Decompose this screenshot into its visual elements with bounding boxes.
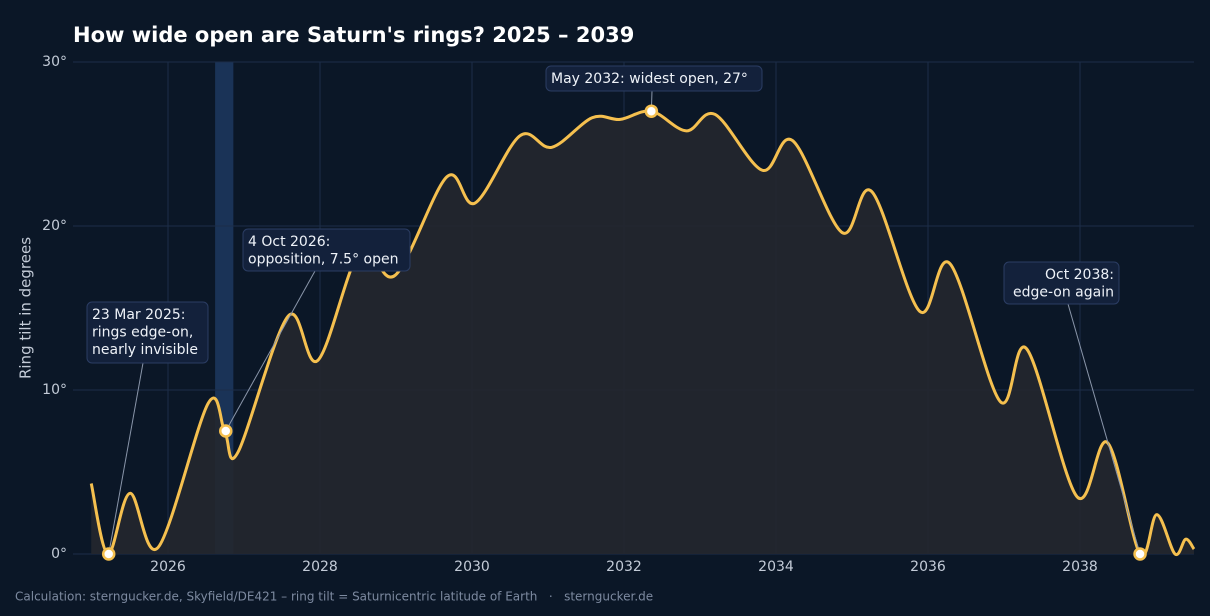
y-tick-label: 30° bbox=[42, 54, 67, 70]
x-tick-label: 2036 bbox=[910, 559, 946, 575]
area bbox=[91, 110, 1195, 556]
y-tick-label: 20° bbox=[42, 218, 67, 234]
highlight-point bbox=[644, 104, 659, 118]
annotation-text: 23 Mar 2025: bbox=[92, 307, 185, 323]
annotation-box bbox=[545, 65, 763, 92]
highlight-point bbox=[219, 424, 233, 438]
annotation-text: rings edge-on, bbox=[92, 325, 193, 341]
highlight-point bbox=[101, 547, 116, 561]
y-tick-label: 0° bbox=[51, 546, 67, 562]
annotation-box bbox=[86, 301, 209, 364]
annotation-connector bbox=[225, 270, 316, 432]
highlight-point bbox=[1133, 547, 1147, 561]
annotation-connector bbox=[108, 362, 144, 555]
line bbox=[89, 109, 1196, 558]
footer: Calculation: sterngucker.de, Skyfield/DE… bbox=[15, 590, 653, 604]
y-axis-label: Ring tilt in degrees bbox=[17, 237, 35, 379]
x-tick-label: 2038 bbox=[1062, 559, 1098, 575]
y-tick-label: 10° bbox=[42, 382, 67, 398]
annotation-text: nearly invisible bbox=[92, 342, 198, 358]
annotation-text: 4 Oct 2026: bbox=[248, 234, 330, 250]
annotation-text: Oct 2038: bbox=[1045, 267, 1114, 283]
x-tick-label: 2028 bbox=[302, 559, 338, 575]
annotation-box bbox=[1003, 261, 1120, 305]
annotation-box bbox=[242, 228, 411, 272]
annotation-text: opposition, 7.5° open bbox=[248, 252, 398, 268]
x-tick-label: 2030 bbox=[454, 559, 490, 575]
annotation-connector bbox=[1067, 303, 1141, 555]
annotation-text: edge-on again bbox=[1013, 285, 1114, 301]
annotation-text: May 2032: widest open, 27° bbox=[551, 71, 748, 87]
x-tick-label: 2034 bbox=[758, 559, 794, 575]
x-tick-label: 2032 bbox=[606, 559, 642, 575]
x-tick-label: 2026 bbox=[150, 559, 186, 575]
chart-title: How wide open are Saturn's rings? 2025 –… bbox=[73, 23, 634, 47]
